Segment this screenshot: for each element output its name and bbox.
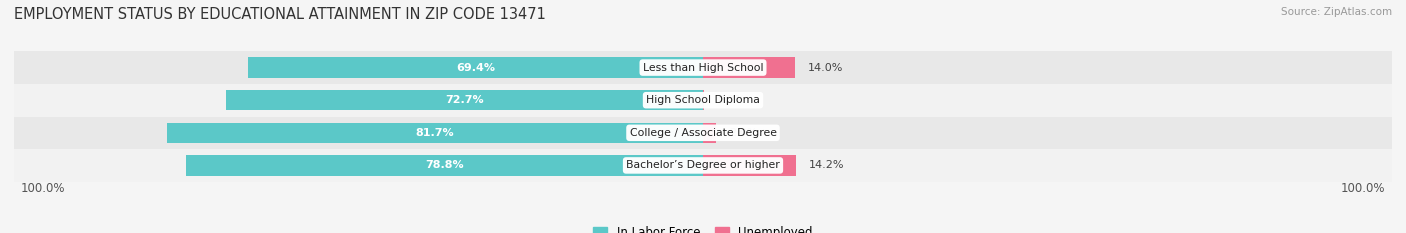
Text: 14.0%: 14.0% [808,63,844,72]
Bar [167,123,703,143]
Bar [703,155,796,175]
Text: Bachelor’s Degree or higher: Bachelor’s Degree or higher [626,161,780,170]
Bar [14,149,1392,182]
Text: 100.0%: 100.0% [21,182,65,195]
Bar [14,84,1392,116]
Bar [14,116,1392,149]
Text: Less than High School: Less than High School [643,63,763,72]
Text: EMPLOYMENT STATUS BY EDUCATIONAL ATTAINMENT IN ZIP CODE 13471: EMPLOYMENT STATUS BY EDUCATIONAL ATTAINM… [14,7,546,22]
Legend: In Labor Force, Unemployed: In Labor Force, Unemployed [589,221,817,233]
Text: 81.7%: 81.7% [416,128,454,138]
Text: College / Associate Degree: College / Associate Degree [630,128,776,138]
Bar [226,90,703,110]
Text: 69.4%: 69.4% [456,63,495,72]
Bar [247,58,703,78]
Text: 78.8%: 78.8% [425,161,464,170]
Bar [703,123,716,143]
Bar [186,155,703,175]
Bar [14,51,1392,84]
Text: High School Diploma: High School Diploma [647,95,759,105]
Text: 72.7%: 72.7% [446,95,484,105]
Text: 2.0%: 2.0% [730,128,758,138]
Text: 100.0%: 100.0% [1341,182,1385,195]
Text: 0.2%: 0.2% [717,95,745,105]
Bar [703,58,794,78]
Text: Source: ZipAtlas.com: Source: ZipAtlas.com [1281,7,1392,17]
Text: 14.2%: 14.2% [810,161,845,170]
